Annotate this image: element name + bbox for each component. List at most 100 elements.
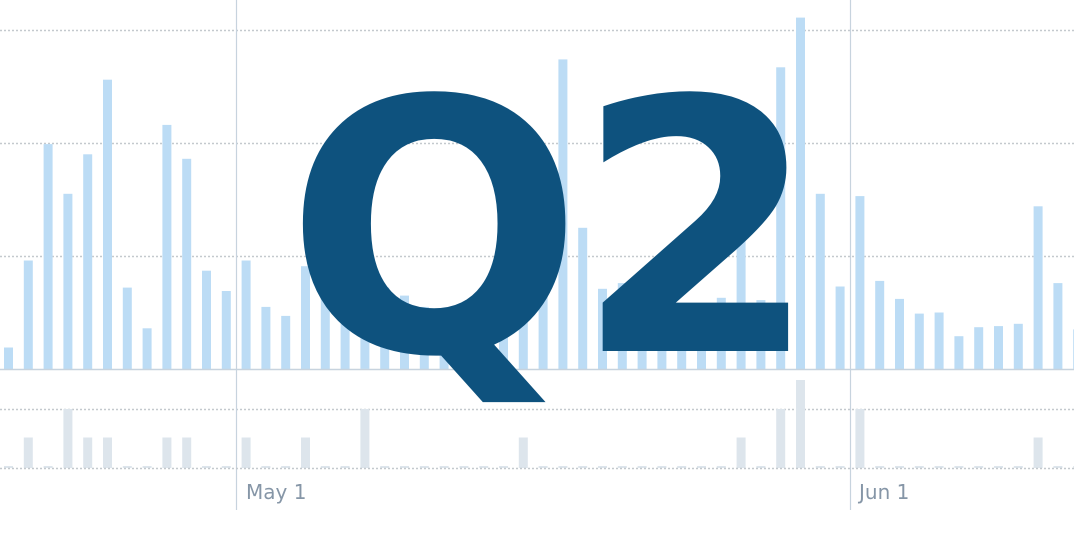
volume-bar-27: [538, 466, 548, 468]
bar-12: [241, 260, 251, 369]
bar-50: [994, 326, 1003, 369]
volume-bar-13: [261, 466, 271, 468]
bar-34: [677, 303, 687, 369]
bar-39: [776, 67, 786, 370]
bar-48: [954, 336, 964, 369]
bar-53: [1053, 283, 1063, 369]
quarter-overlay-label: Q2: [285, 26, 810, 434]
bar-32: [637, 286, 647, 369]
volume-bar-37: [736, 437, 746, 468]
bar-40: [796, 17, 805, 369]
bar-22: [439, 314, 449, 369]
volume-bar-16: [320, 466, 330, 468]
volume-bar-4: [83, 437, 93, 468]
volume-bar-20: [400, 466, 409, 468]
volume-bar-25: [499, 466, 508, 468]
volume-bar-29: [578, 466, 588, 468]
volume-bar-40: [796, 380, 805, 468]
bar-13: [261, 306, 271, 370]
bar-19: [380, 287, 390, 369]
bar-0: [4, 347, 13, 369]
bar-37: [736, 232, 746, 369]
bar-31: [617, 283, 627, 369]
volume-bar-10: [202, 466, 211, 468]
month-divider-lines: [235, 0, 852, 510]
volume-bar-35: [697, 466, 706, 468]
volume-bar-3: [63, 409, 73, 468]
bar-44: [875, 280, 885, 369]
volume-bars: [4, 380, 1074, 468]
bar-35: [697, 303, 706, 369]
volume-bar-12: [241, 437, 251, 468]
bar-42: [835, 286, 845, 369]
bar-1: [23, 260, 33, 369]
volume-bar-30: [598, 466, 607, 468]
bar-23: [459, 318, 469, 369]
volume-bar-0: [4, 466, 13, 468]
volume-bar-34: [677, 466, 687, 468]
volume-bar-2: [43, 466, 53, 468]
bar-38: [756, 300, 766, 369]
bar-15: [301, 266, 310, 369]
volume-bar-28: [558, 466, 568, 468]
bar-46: [914, 313, 924, 369]
volume-bar-51: [1013, 466, 1023, 468]
volume-bar-53: [1053, 466, 1063, 468]
volume-bar-44: [875, 466, 885, 468]
gridlines: [0, 29, 1074, 411]
volume-bar-31: [617, 466, 627, 468]
volume-bar-19: [380, 466, 390, 468]
volume-bar-7: [142, 466, 152, 468]
bar-20: [400, 295, 409, 370]
volume-bar-24: [479, 466, 489, 468]
bar-49: [974, 327, 984, 369]
x-tick-label-jun-1: Jun 1: [857, 480, 909, 504]
bar-7: [142, 328, 152, 369]
bar-4: [83, 154, 93, 369]
volume-bar-52: [1033, 437, 1043, 468]
volume-bar-17: [340, 466, 350, 468]
volume-bar-43: [855, 409, 865, 468]
bar-18: [360, 272, 370, 369]
x-tick-label-may-1: May 1: [246, 480, 306, 504]
bar-25: [499, 292, 508, 369]
bar-2: [43, 144, 53, 369]
bar-10: [202, 270, 211, 369]
volume-bar-22: [439, 466, 449, 468]
bar-30: [598, 288, 607, 369]
volume-bar-8: [162, 437, 172, 468]
volume-bar-45: [895, 466, 904, 468]
volume-bar-32: [637, 466, 647, 468]
volume-bar-38: [756, 466, 766, 468]
bar-47: [934, 312, 944, 369]
bar-51: [1013, 323, 1023, 369]
bar-27: [538, 280, 548, 369]
bar-14: [281, 315, 291, 369]
volume-bar-33: [657, 466, 667, 468]
volume-bar-18: [360, 409, 370, 468]
bar-6: [122, 287, 132, 369]
volume-bar-6: [122, 466, 132, 468]
volume-bar-39: [776, 409, 786, 468]
bar-11: [221, 291, 231, 369]
volume-bar-1: [23, 437, 33, 468]
bar-26: [518, 287, 528, 369]
bar-8: [162, 124, 172, 370]
bar-28: [558, 59, 568, 370]
bar-33: [657, 282, 667, 369]
baselines: [0, 368, 1074, 470]
volume-bar-15: [301, 437, 310, 468]
volume-bar-49: [974, 466, 984, 468]
volume-bar-36: [716, 466, 726, 468]
bar-43: [855, 196, 865, 369]
volume-bar-14: [281, 466, 291, 468]
volume-bar-48: [954, 466, 964, 468]
bar-3: [63, 193, 73, 369]
volume-bar-47: [934, 466, 944, 468]
bar-29: [578, 227, 588, 370]
volume-bar-46: [914, 466, 924, 468]
bar-41: [815, 193, 825, 369]
main-bars: [4, 17, 1074, 370]
